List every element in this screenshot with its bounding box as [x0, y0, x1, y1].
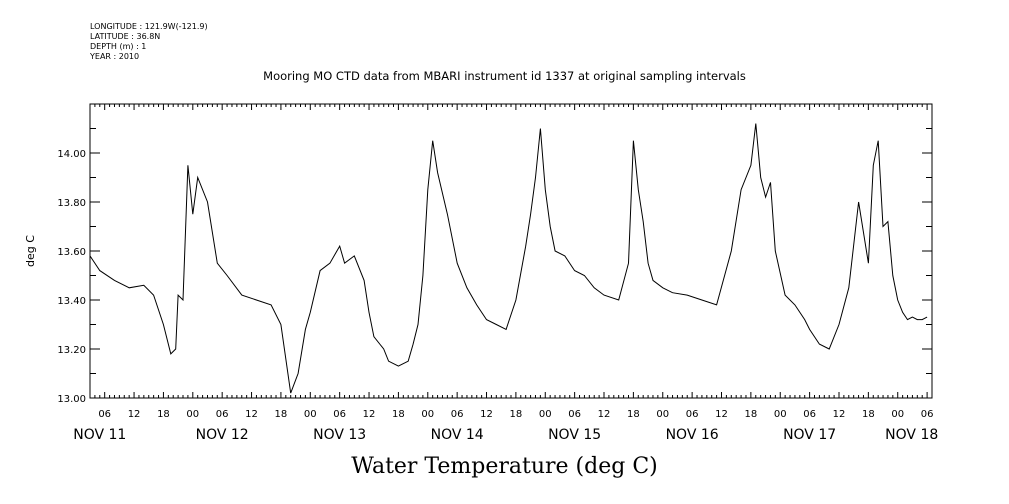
- x-tick-labels: 06 12 18 00 06 12 18 00 06 12 18 00 06 12 18 00 06 12 18 00…: [98, 409, 933, 420]
- x-tick-label: 18: [862, 409, 875, 420]
- x-tick-label: 06: [686, 409, 699, 420]
- x-tick-label: 00: [304, 409, 317, 420]
- x-tick-label: 12: [480, 409, 493, 420]
- chart-title: Mooring MO CTD data from MBARI instrumen…: [263, 69, 746, 83]
- x-tick-label: 12: [128, 409, 141, 420]
- day-label: NOV 11: [73, 427, 126, 443]
- temperature-series-line: [89, 123, 928, 394]
- x-tick-label: 06: [216, 409, 229, 420]
- y-tick-label: 14.00: [57, 149, 86, 160]
- day-label: NOV 12: [196, 427, 249, 443]
- x-tick-label: 18: [627, 409, 640, 420]
- x-tick-label: 18: [745, 409, 758, 420]
- day-label: NOV 15: [548, 427, 601, 443]
- day-label: NOV 16: [666, 427, 719, 443]
- y-tick-labels: 13.00 13.20 13.40 13.60 13.80 14.00: [57, 149, 86, 405]
- x-tick-label: 06: [568, 409, 581, 420]
- depth-label: DEPTH (m) : 1: [90, 42, 147, 51]
- x-tick-label: 00: [539, 409, 552, 420]
- x-tick-label: 06: [921, 409, 934, 420]
- plot-frame: [89, 103, 933, 399]
- x-tick-label: 00: [421, 409, 434, 420]
- x-tick-label: 00: [656, 409, 669, 420]
- y-tick-label: 13.00: [57, 394, 86, 405]
- x-tick-label: 18: [275, 409, 288, 420]
- y-axis-label: deg C: [24, 235, 37, 267]
- day-label: NOV 17: [783, 427, 836, 443]
- day-label: NOV 13: [313, 427, 366, 443]
- axis-ticks: [89, 103, 933, 399]
- x-tick-label: 06: [333, 409, 346, 420]
- x-tick-label: 12: [245, 409, 258, 420]
- x-tick-label: 00: [186, 409, 199, 420]
- latitude-label: LATITUDE : 36.8N: [90, 32, 161, 41]
- x-tick-label: 12: [833, 409, 846, 420]
- x-axis-label: Water Temperature (deg C): [351, 454, 658, 479]
- x-tick-label: 00: [774, 409, 787, 420]
- y-tick-label: 13.40: [57, 296, 86, 307]
- x-tick-label: 18: [510, 409, 523, 420]
- y-tick-label: 13.20: [57, 345, 86, 356]
- y-tick-label: 13.80: [57, 198, 86, 209]
- day-label: NOV 18: [885, 427, 938, 443]
- x-tick-label: 06: [803, 409, 816, 420]
- x-tick-label: 06: [451, 409, 464, 420]
- day-labels: NOV 11 NOV 12 NOV 13 NOV 14 NOV 15 NOV 16 NOV …: [73, 427, 938, 443]
- x-tick-label: 06: [98, 409, 111, 420]
- x-tick-label: 12: [715, 409, 728, 420]
- x-tick-label: 18: [392, 409, 405, 420]
- y-tick-label: 13.60: [57, 247, 86, 258]
- x-tick-label: 00: [891, 409, 904, 420]
- x-tick-label: 18: [157, 409, 170, 420]
- longitude-label: LONGITUDE : 121.9W(-121.9): [90, 22, 208, 31]
- year-label: YEAR : 2010: [90, 52, 140, 61]
- day-label: NOV 14: [431, 427, 484, 443]
- x-tick-label: 12: [363, 409, 376, 420]
- metadata-block: LONGITUDE : 121.9W(-121.9) LATITUDE : 36…: [90, 22, 208, 62]
- x-tick-label: 12: [598, 409, 611, 420]
